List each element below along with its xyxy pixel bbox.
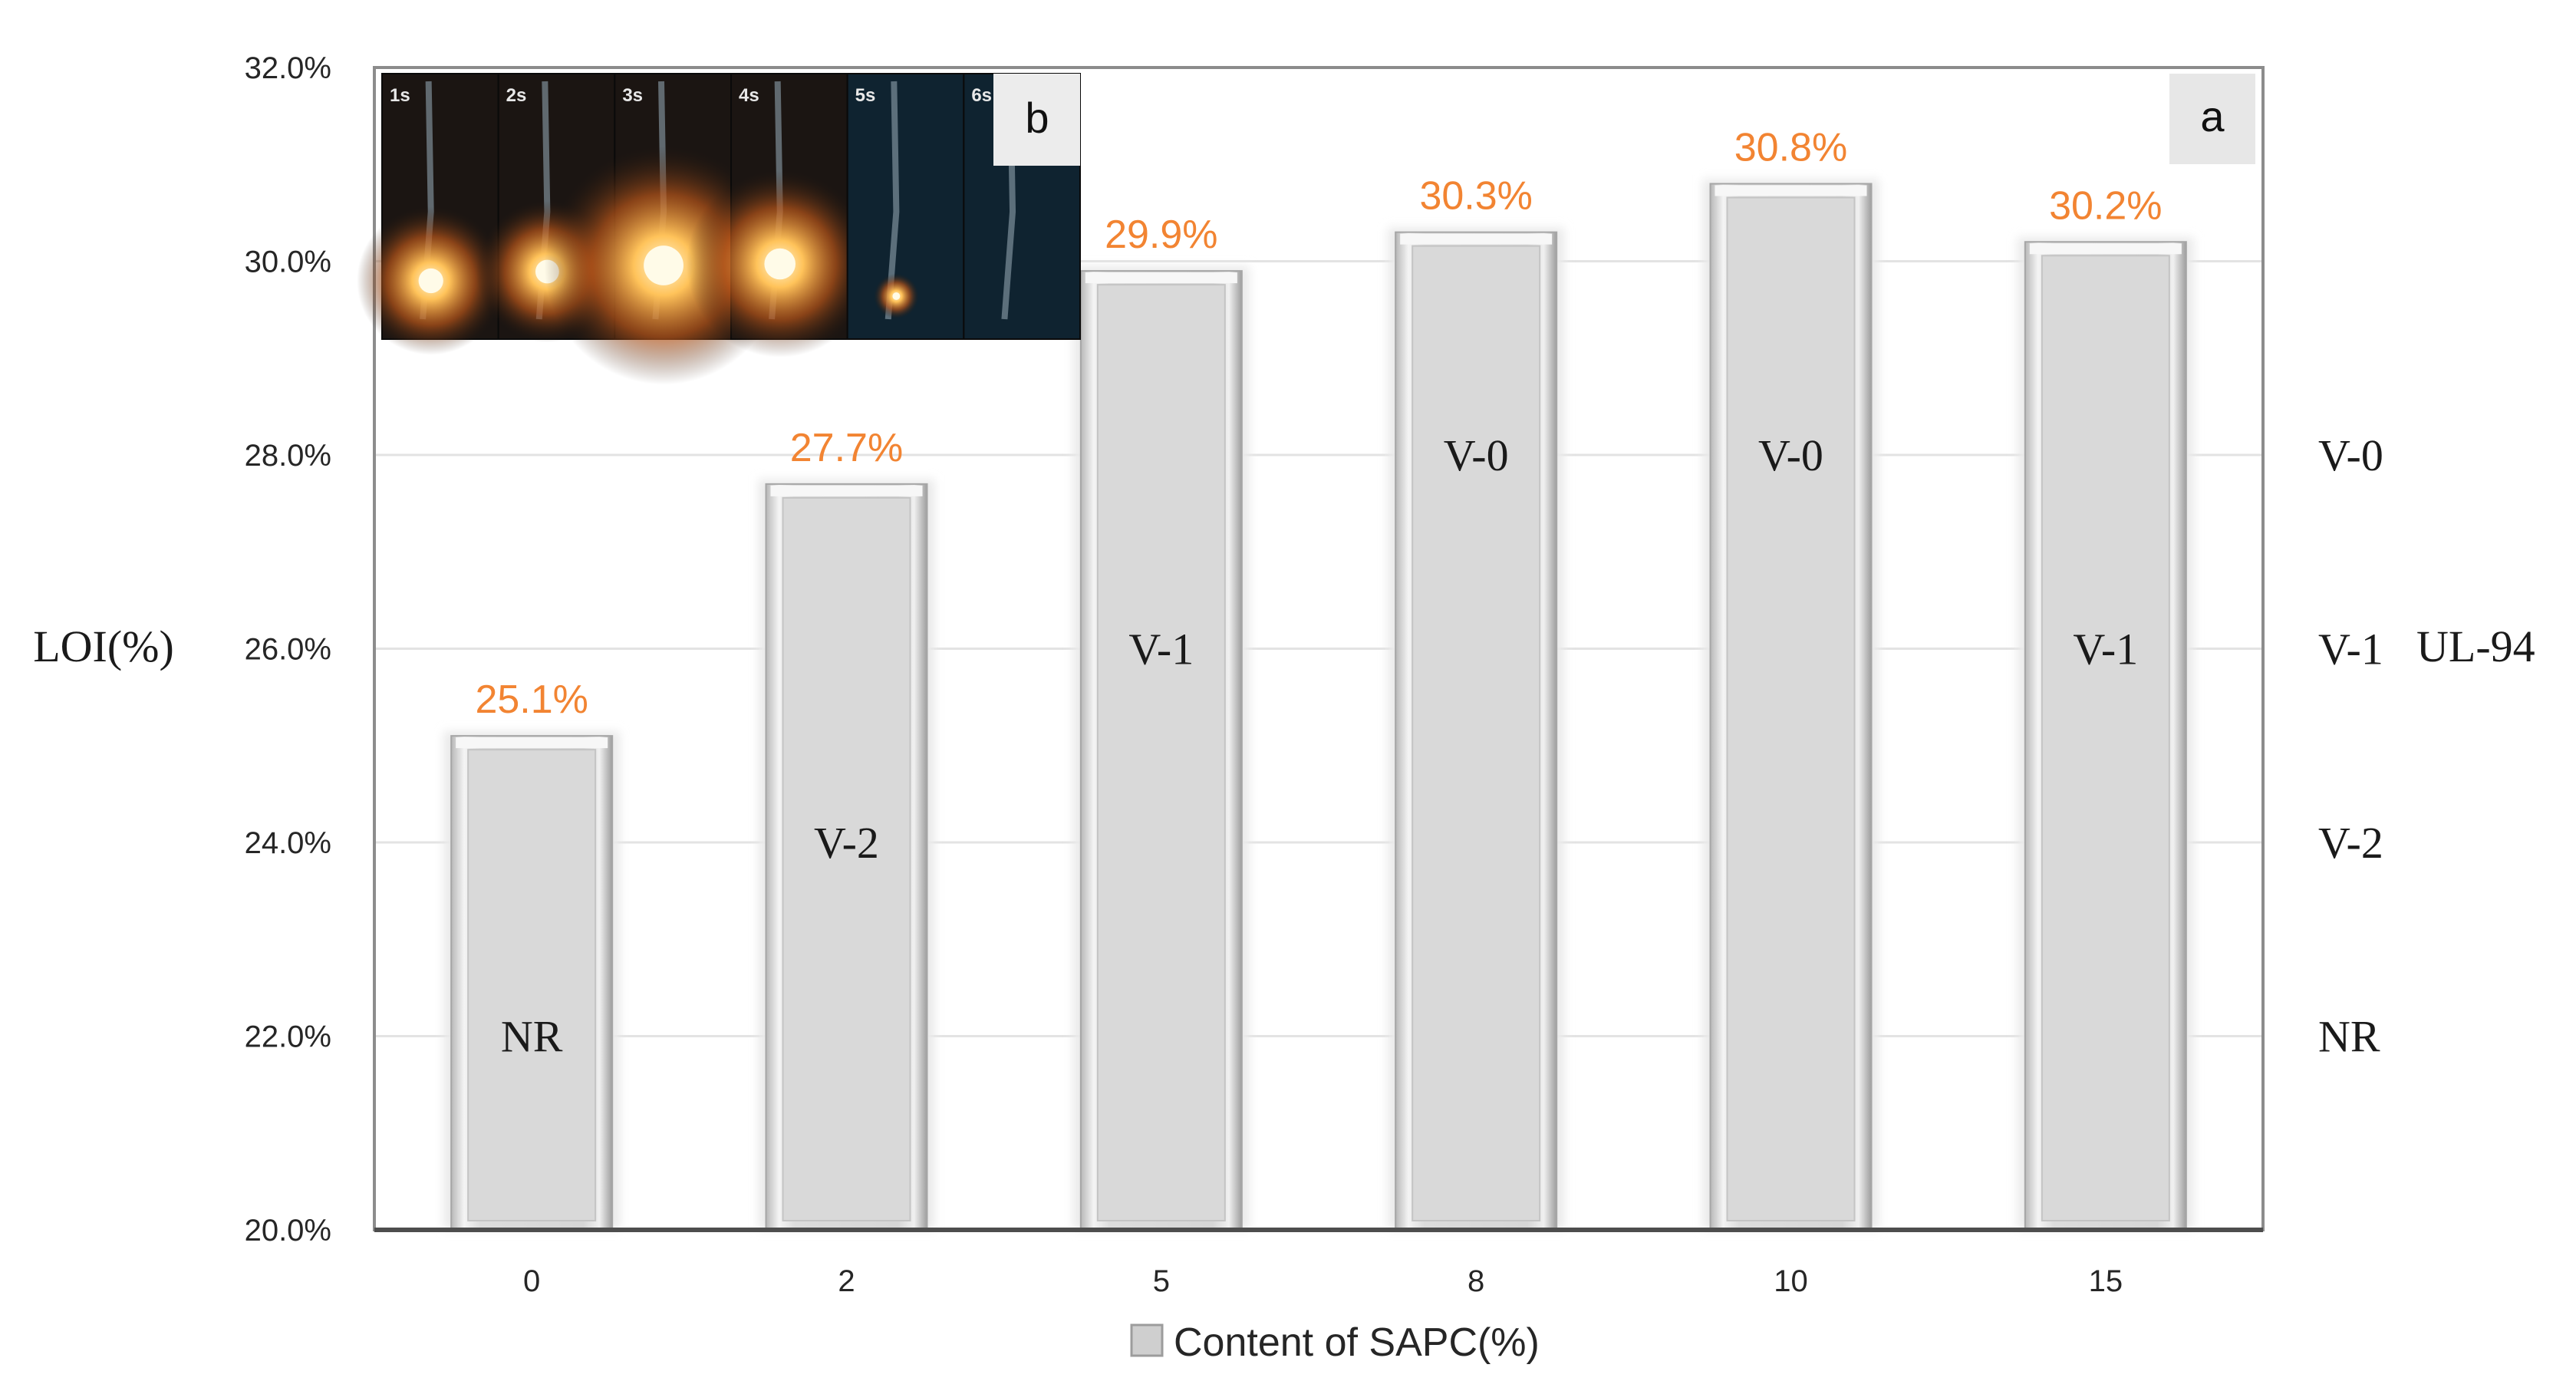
panel-b-text: b (1025, 94, 1049, 142)
x-tick-label: 8 (1468, 1264, 1484, 1298)
bar-face (1096, 284, 1226, 1221)
bar-cap (1715, 185, 1867, 196)
frame-time-label: 4s (739, 85, 759, 106)
y-tick-label: 30.0% (245, 246, 331, 279)
value-label: 29.9% (1105, 213, 1217, 257)
bar (758, 479, 935, 1231)
y-tick-label: 24.0% (245, 826, 331, 860)
panel-a-text: a (2200, 92, 2225, 140)
inset-frame: 4s (686, 73, 874, 358)
flame-core (892, 292, 901, 300)
flame-core (764, 248, 796, 280)
bar-class-label: V-2 (814, 818, 879, 868)
y-tick-label: 32.0% (245, 51, 331, 85)
x-axis-title: Content of SAPC(%) (1174, 1320, 1540, 1365)
inset-photo-strip: 1s 2s 3s 4s 5s 6s b (357, 73, 1082, 385)
bar-cap (770, 485, 923, 496)
right-axis-label: V-0 (2318, 430, 2383, 480)
plot-frame (373, 66, 2265, 1232)
panel-a-label: a (2169, 74, 2255, 164)
value-label: 30.3% (1419, 174, 1532, 219)
frame-time-label: 3s (622, 85, 643, 106)
bar-cap (2029, 243, 2182, 255)
bar-class-label: V-1 (2073, 625, 2138, 674)
x-tick-label: 0 (523, 1264, 540, 1298)
bar-class-label: NR (501, 1012, 563, 1062)
y-axis-title: LOI(%) (33, 621, 174, 671)
panel-b-label: b (993, 74, 1080, 166)
x-tick-label: 10 (1774, 1264, 1808, 1298)
value-label: 30.8% (1734, 126, 1847, 170)
bar (443, 731, 621, 1231)
right-axis-label: V-2 (2318, 818, 2383, 868)
right-axis-labels: V-0 V-1 V-2 NR (2318, 430, 2383, 1062)
y-tick-label: 26.0% (245, 633, 331, 667)
bar-class-label: V-0 (1444, 430, 1509, 480)
bar-face (467, 749, 597, 1221)
bar-class-labels: NR V-2 V-1 V-0 V-0 V-1 (501, 430, 2138, 1062)
right-axis-label: NR (2318, 1012, 2380, 1062)
frame-time-label: 1s (390, 85, 410, 106)
value-labels: 25.1% 27.7% 29.9% 30.3% 30.8% 30.2% (475, 126, 2162, 723)
x-tick-label: 2 (838, 1264, 855, 1298)
bar (1702, 179, 1879, 1231)
frame-time-label: 6s (971, 85, 992, 106)
bar-class-label: V-0 (1758, 430, 1823, 480)
bar (1388, 227, 1565, 1231)
bar-cap (456, 737, 608, 749)
right-axis-title: UL-94 (2416, 621, 2535, 671)
flame-core (418, 268, 443, 294)
bar-face (1412, 245, 1541, 1221)
bar-cap (1085, 272, 1237, 284)
inset-frame: 5s (846, 73, 965, 340)
x-tick-label: 15 (2089, 1264, 2123, 1298)
bar (2017, 237, 2194, 1231)
x-tick-label: 5 (1153, 1264, 1170, 1298)
value-label: 27.7% (790, 426, 903, 470)
x-axis-title-group: Content of SAPC(%) (1130, 1320, 1540, 1365)
y-tick-label: 22.0% (245, 1020, 331, 1054)
frame-time-label: 5s (855, 85, 876, 106)
x-axis-ticks: 0 2 5 8 10 15 (523, 1264, 2123, 1298)
y-tick-label: 20.0% (245, 1214, 331, 1248)
right-axis-label: V-1 (2318, 625, 2383, 674)
bar-face (2041, 255, 2170, 1221)
bar-class-label: V-1 (1128, 625, 1194, 674)
legend-swatch-icon (1130, 1323, 1164, 1357)
y-tick-label: 28.0% (245, 439, 331, 473)
bar-cap (1400, 233, 1553, 245)
frame-time-label: 2s (506, 85, 527, 106)
bar-face (1726, 196, 1856, 1221)
flame-core (644, 246, 684, 285)
value-label: 25.1% (475, 677, 588, 722)
bar (1072, 266, 1250, 1231)
bar-face (782, 496, 911, 1221)
bars (443, 179, 2194, 1231)
value-label: 30.2% (2049, 183, 2162, 228)
y-axis-ticks: 20.0% 22.0% 24.0% 26.0% 28.0% 30.0% 32.0% (245, 51, 331, 1248)
inset-frame: 1s (357, 73, 506, 355)
